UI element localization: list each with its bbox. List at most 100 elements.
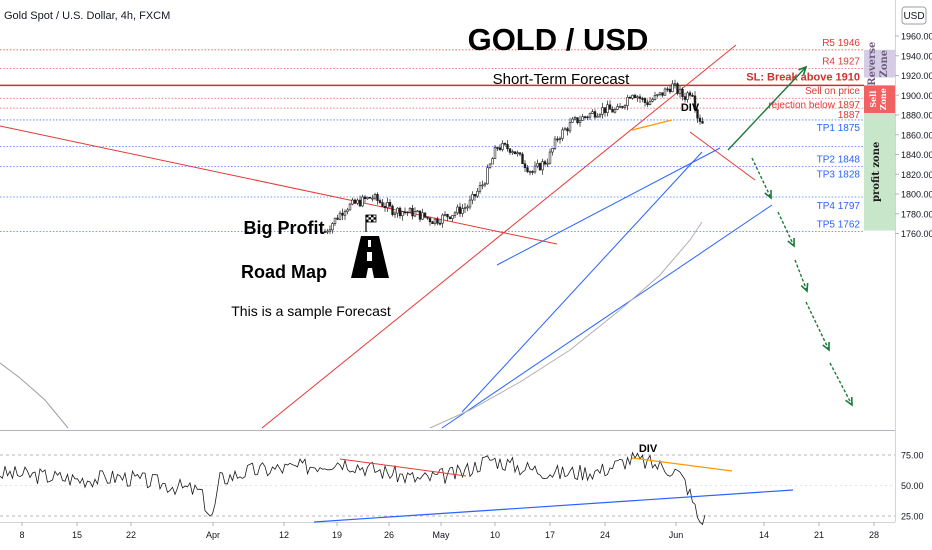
candle-body bbox=[593, 111, 597, 118]
candle-body bbox=[451, 215, 454, 219]
candle-body bbox=[373, 194, 377, 199]
level-label-7: TP1 1875 bbox=[817, 123, 861, 134]
candle-body bbox=[498, 147, 502, 150]
price-tick-label: 1840.00 bbox=[901, 150, 932, 160]
candle-body bbox=[468, 199, 472, 208]
candle-body bbox=[513, 151, 517, 155]
candle-body bbox=[453, 212, 457, 216]
candle-body bbox=[568, 122, 572, 132]
time-tick-label: Apr bbox=[206, 530, 220, 540]
candle-body bbox=[491, 158, 494, 165]
divergence-line-price bbox=[631, 119, 673, 131]
candle-body bbox=[463, 207, 467, 210]
candle-body bbox=[351, 199, 354, 205]
candle-body bbox=[606, 104, 609, 113]
level-label-5: rejection below 1897 bbox=[768, 100, 860, 111]
candle-body bbox=[591, 111, 594, 114]
time-tick-label: 21 bbox=[814, 530, 824, 540]
forecast-arrow-3 bbox=[777, 211, 795, 247]
candle-body bbox=[376, 194, 379, 201]
candle-body bbox=[333, 217, 337, 224]
candle-body bbox=[543, 161, 547, 165]
candle-body bbox=[396, 207, 399, 214]
candle-body bbox=[613, 109, 617, 113]
level-label-9: TP3 1828 bbox=[817, 169, 861, 180]
candle-body bbox=[383, 206, 387, 208]
level-label-10: TP4 1797 bbox=[817, 201, 861, 212]
rsi-tick-label: 50.00 bbox=[901, 481, 924, 491]
level-label-11: TP5 1762 bbox=[817, 220, 861, 231]
candle-body bbox=[478, 185, 482, 192]
candle-body bbox=[501, 142, 504, 150]
candle-body bbox=[596, 115, 599, 118]
candle-body bbox=[656, 94, 659, 96]
candle-body bbox=[486, 167, 489, 185]
candle-body bbox=[623, 105, 627, 108]
candle-body bbox=[401, 211, 404, 217]
time-tick-label: 10 bbox=[490, 530, 500, 540]
level-label-4: Sell on price bbox=[805, 86, 860, 97]
candle-body bbox=[433, 218, 437, 224]
candle-body bbox=[576, 117, 579, 124]
checkered-flag-icon bbox=[365, 214, 377, 232]
price-tick-label: 1960.00 bbox=[901, 32, 932, 42]
rsi-divergence-red bbox=[339, 458, 467, 477]
time-tick-label: 24 bbox=[600, 530, 610, 540]
price-tick-label: 1940.00 bbox=[901, 51, 932, 61]
rsi-support-line bbox=[313, 489, 794, 523]
candle-body bbox=[701, 121, 704, 124]
candle-body bbox=[336, 217, 339, 220]
candle-body bbox=[536, 163, 539, 167]
div-label-rsi: DIV bbox=[639, 443, 658, 455]
candle-body bbox=[496, 147, 499, 149]
time-tick-label: 14 bbox=[759, 530, 769, 540]
candle-body bbox=[651, 99, 654, 102]
candle-body bbox=[418, 210, 422, 220]
candle-body bbox=[361, 196, 364, 207]
candle-body bbox=[571, 118, 574, 123]
candle-body bbox=[343, 211, 347, 216]
moving-average-right bbox=[429, 221, 703, 429]
candle-body bbox=[481, 184, 484, 187]
candle-body bbox=[686, 92, 689, 100]
candle-body bbox=[428, 217, 432, 223]
candle-body bbox=[473, 194, 477, 197]
forecast-arrow-4 bbox=[794, 259, 808, 292]
candle-body bbox=[578, 120, 582, 124]
candle-body bbox=[406, 211, 409, 214]
zone-label-profit: profit zone bbox=[871, 142, 882, 202]
level-label-8: TP2 1848 bbox=[817, 155, 861, 166]
candle-body bbox=[511, 151, 514, 153]
candle-body bbox=[531, 171, 534, 173]
candle-body bbox=[521, 153, 524, 165]
candle-body bbox=[431, 221, 434, 224]
candle-body bbox=[346, 209, 349, 212]
candle-body bbox=[488, 163, 492, 169]
candle-body bbox=[381, 202, 384, 207]
candle-body bbox=[393, 212, 397, 215]
rsi-tick-label: 25.00 bbox=[901, 512, 924, 522]
candle-body bbox=[443, 213, 447, 216]
candle-body bbox=[621, 106, 624, 108]
time-tick-label: 15 bbox=[72, 530, 82, 540]
candle-body bbox=[358, 199, 362, 207]
candle-body bbox=[341, 212, 344, 216]
support-line-main bbox=[441, 204, 773, 429]
candle-body bbox=[626, 97, 629, 106]
candle-body bbox=[423, 212, 427, 218]
candle-body bbox=[598, 114, 602, 117]
candle-body bbox=[581, 116, 584, 121]
candlestick-series bbox=[323, 79, 704, 235]
candle-body bbox=[666, 88, 669, 91]
rsi-pane: 75.00 50.00 25.00 bbox=[0, 451, 924, 526]
candle-body bbox=[691, 95, 694, 97]
currency-badge[interactable] bbox=[901, 6, 927, 25]
candle-body bbox=[611, 109, 614, 113]
level-label-2: R4 1927 bbox=[822, 57, 860, 68]
candle-body bbox=[553, 138, 557, 149]
price-tick-label: 1900.00 bbox=[901, 91, 932, 101]
level-label-1: R5 1946 bbox=[822, 38, 860, 49]
price-tick-label: 1760.00 bbox=[901, 229, 932, 239]
